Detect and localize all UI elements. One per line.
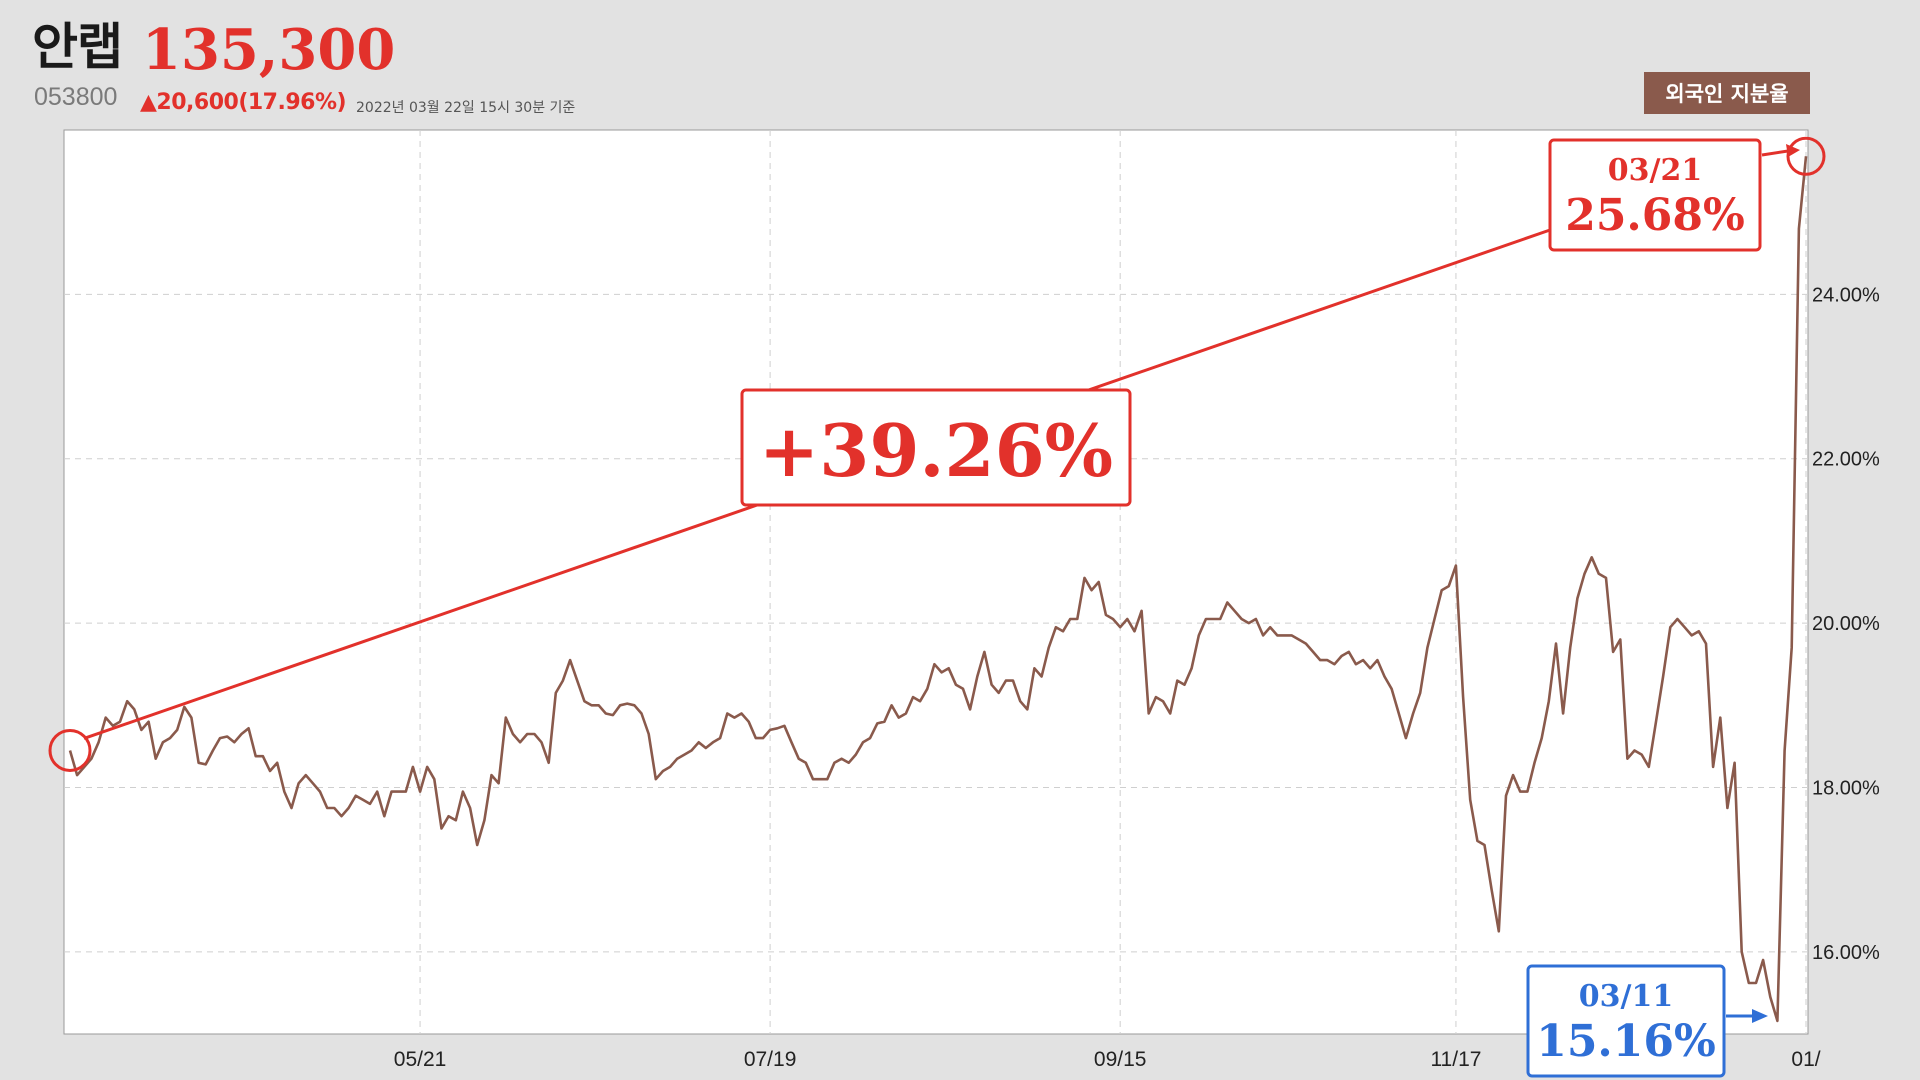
end-arrow xyxy=(1761,149,1789,157)
change-label: +39.26% xyxy=(759,408,1113,493)
x-axis: 05/21 07/19 09/15 11/17 01/ xyxy=(394,1048,1821,1071)
x-tick-label: 05/21 xyxy=(394,1048,447,1071)
low-annotation: 03/11 15.16% xyxy=(1526,964,1768,1078)
end-date-label: 03/21 xyxy=(1608,153,1702,188)
y-tick-label: 24.00% xyxy=(1812,284,1880,306)
x-tick-label: 07/19 xyxy=(744,1048,797,1071)
stock-code: 053800 xyxy=(34,83,118,111)
stock-price: 135,300 xyxy=(142,17,396,83)
series-line xyxy=(68,156,1808,1023)
change-annotation: +39.26% xyxy=(740,388,1132,507)
end-value-label: 25.68% xyxy=(1565,190,1745,241)
y-tick-label: 20.00% xyxy=(1812,613,1880,635)
series-label-badge: 외국인 지분율 xyxy=(1644,72,1810,114)
x-tick-label: 11/17 xyxy=(1430,1048,1481,1071)
y-tick-label: 16.00% xyxy=(1812,942,1880,964)
x-tick-label: 09/15 xyxy=(1094,1048,1147,1071)
end-annotation: 03/21 25.68% xyxy=(1548,138,1800,252)
stock-name: 안랩 xyxy=(32,18,123,76)
start-marker xyxy=(48,728,92,772)
x-tick-label: 01/ xyxy=(1791,1048,1820,1071)
timestamp: 2022년 03월 22일 15시 30분 기준 xyxy=(356,100,576,116)
price-change: ▲20,600(17.96%) xyxy=(140,90,347,115)
y-tick-label: 22.00% xyxy=(1812,449,1880,471)
low-arrow-head xyxy=(1752,1009,1768,1023)
low-date-label: 03/11 xyxy=(1579,979,1673,1014)
end-arrow-head xyxy=(1786,144,1800,157)
plot-area xyxy=(63,129,1809,1035)
y-tick-label: 18.00% xyxy=(1812,777,1880,799)
y-axis: 16.00% 18.00% 20.00% 22.00% 24.00% xyxy=(1812,284,1880,963)
low-value-label: 15.16% xyxy=(1536,1016,1716,1067)
